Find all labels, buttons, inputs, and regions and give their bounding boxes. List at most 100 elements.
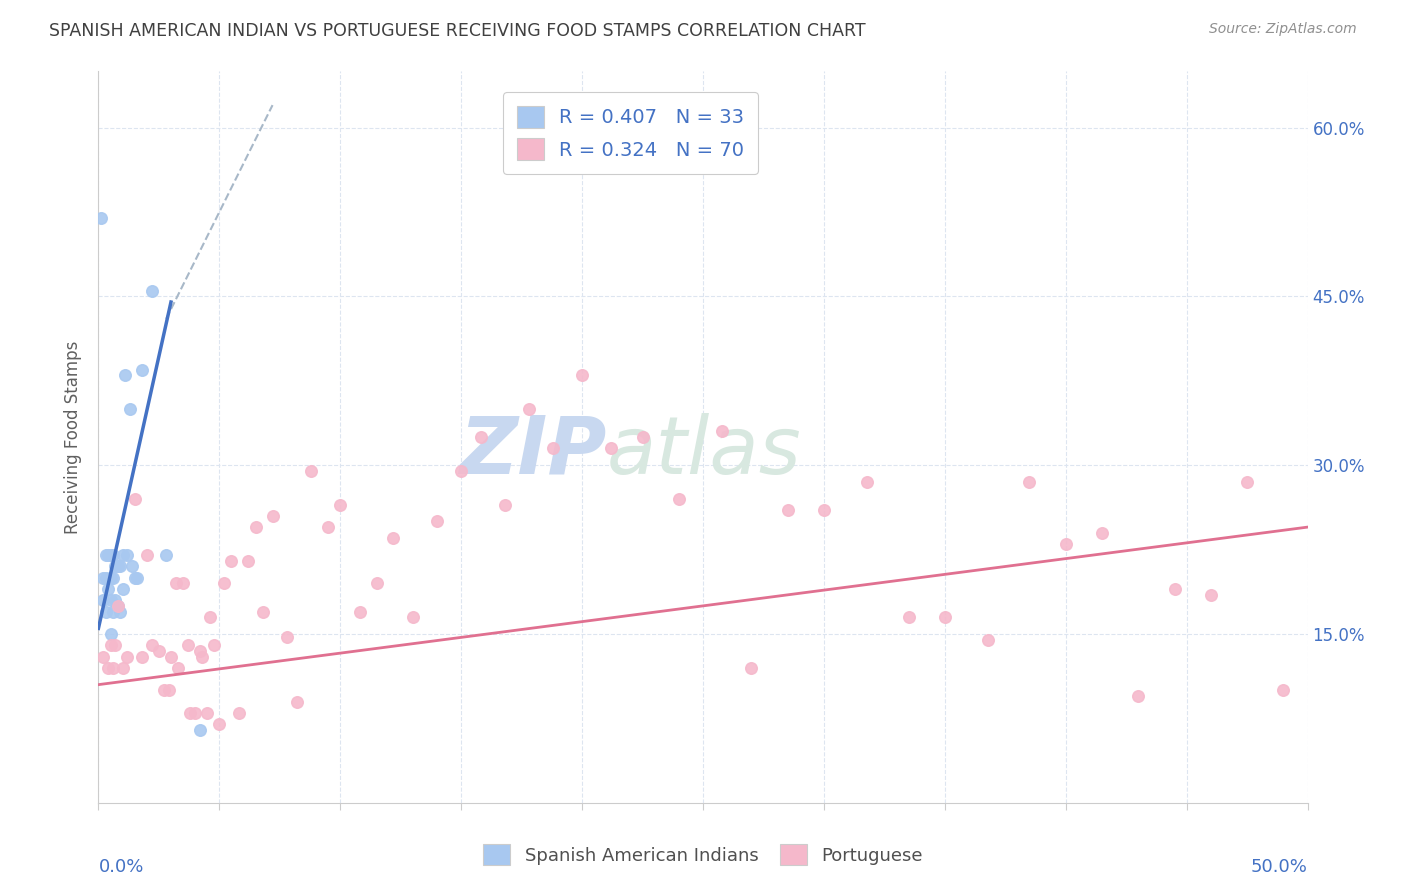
Point <box>104 638 127 652</box>
Point <box>108 605 131 619</box>
Point <box>124 571 146 585</box>
Point <box>285 694 308 708</box>
Point <box>316 520 339 534</box>
Point <box>118 401 141 416</box>
Point <box>245 520 267 534</box>
Point <box>107 559 129 574</box>
Point <box>1128 689 1150 703</box>
Point <box>450 464 472 478</box>
Point <box>100 593 122 607</box>
Point <box>600 442 623 456</box>
Point <box>1236 475 1258 489</box>
Point <box>160 649 183 664</box>
Point <box>740 661 762 675</box>
Point <box>94 548 117 562</box>
Point <box>856 475 879 489</box>
Point <box>152 683 174 698</box>
Point <box>155 548 177 562</box>
Point <box>94 571 117 585</box>
Point <box>117 548 139 562</box>
Point <box>121 559 143 574</box>
Point <box>349 605 371 619</box>
Point <box>131 362 153 376</box>
Point <box>1272 683 1295 698</box>
Point <box>470 430 492 444</box>
Point <box>117 649 139 664</box>
Point <box>100 548 122 562</box>
Text: atlas: atlas <box>606 413 801 491</box>
Point <box>228 706 250 720</box>
Point <box>101 548 124 562</box>
Legend: Spanish American Indians, Portuguese: Spanish American Indians, Portuguese <box>475 837 931 872</box>
Point <box>184 706 207 720</box>
Legend: R = 0.407   N = 33, R = 0.324   N = 70: R = 0.407 N = 33, R = 0.324 N = 70 <box>503 92 758 174</box>
Point <box>517 401 540 416</box>
Point <box>172 576 194 591</box>
Point <box>131 649 153 664</box>
Point <box>252 605 274 619</box>
Point <box>100 638 122 652</box>
Point <box>108 559 131 574</box>
Point <box>127 571 149 585</box>
Point <box>238 554 260 568</box>
Point <box>204 638 226 652</box>
Point <box>195 706 218 720</box>
Point <box>276 631 298 645</box>
Point <box>262 508 284 523</box>
Point <box>711 425 734 439</box>
Point <box>165 576 187 591</box>
Point <box>141 284 163 298</box>
Point <box>107 599 129 613</box>
Point <box>813 503 835 517</box>
Text: 0.0%: 0.0% <box>98 858 143 876</box>
Point <box>191 649 214 664</box>
Text: Source: ZipAtlas.com: Source: ZipAtlas.com <box>1209 22 1357 37</box>
Point <box>111 582 134 596</box>
Point <box>97 582 120 596</box>
Point <box>188 723 211 737</box>
Point <box>100 571 122 585</box>
Point <box>1091 525 1114 540</box>
Point <box>90 211 112 225</box>
Point <box>402 610 425 624</box>
Text: SPANISH AMERICAN INDIAN VS PORTUGUESE RECEIVING FOOD STAMPS CORRELATION CHART: SPANISH AMERICAN INDIAN VS PORTUGUESE RE… <box>49 22 866 40</box>
Point <box>101 605 124 619</box>
Point <box>101 571 124 585</box>
Point <box>104 559 127 574</box>
Point <box>135 548 157 562</box>
Text: 50.0%: 50.0% <box>1251 858 1308 876</box>
Point <box>426 515 449 529</box>
Text: ZIP: ZIP <box>458 413 606 491</box>
Point <box>668 491 690 506</box>
Point <box>366 576 388 591</box>
Point <box>101 661 124 675</box>
Point <box>179 706 201 720</box>
Point <box>124 491 146 506</box>
Point <box>177 638 200 652</box>
Point <box>1018 475 1040 489</box>
Point <box>1199 588 1222 602</box>
Point <box>1054 537 1077 551</box>
Point <box>541 442 564 456</box>
Point <box>91 593 114 607</box>
Point <box>494 498 516 512</box>
Point <box>91 649 114 664</box>
Point <box>571 368 593 383</box>
Point <box>776 503 799 517</box>
Point <box>94 605 117 619</box>
Point <box>188 644 211 658</box>
Point <box>114 368 136 383</box>
Y-axis label: Receiving Food Stamps: Receiving Food Stamps <box>65 341 83 533</box>
Point <box>111 661 134 675</box>
Point <box>897 610 920 624</box>
Point <box>157 683 180 698</box>
Point <box>91 571 114 585</box>
Point <box>382 532 405 546</box>
Point <box>107 599 129 613</box>
Point <box>198 610 221 624</box>
Point <box>111 548 134 562</box>
Point <box>1163 582 1185 596</box>
Point <box>631 430 654 444</box>
Point <box>208 717 231 731</box>
Point <box>148 644 170 658</box>
